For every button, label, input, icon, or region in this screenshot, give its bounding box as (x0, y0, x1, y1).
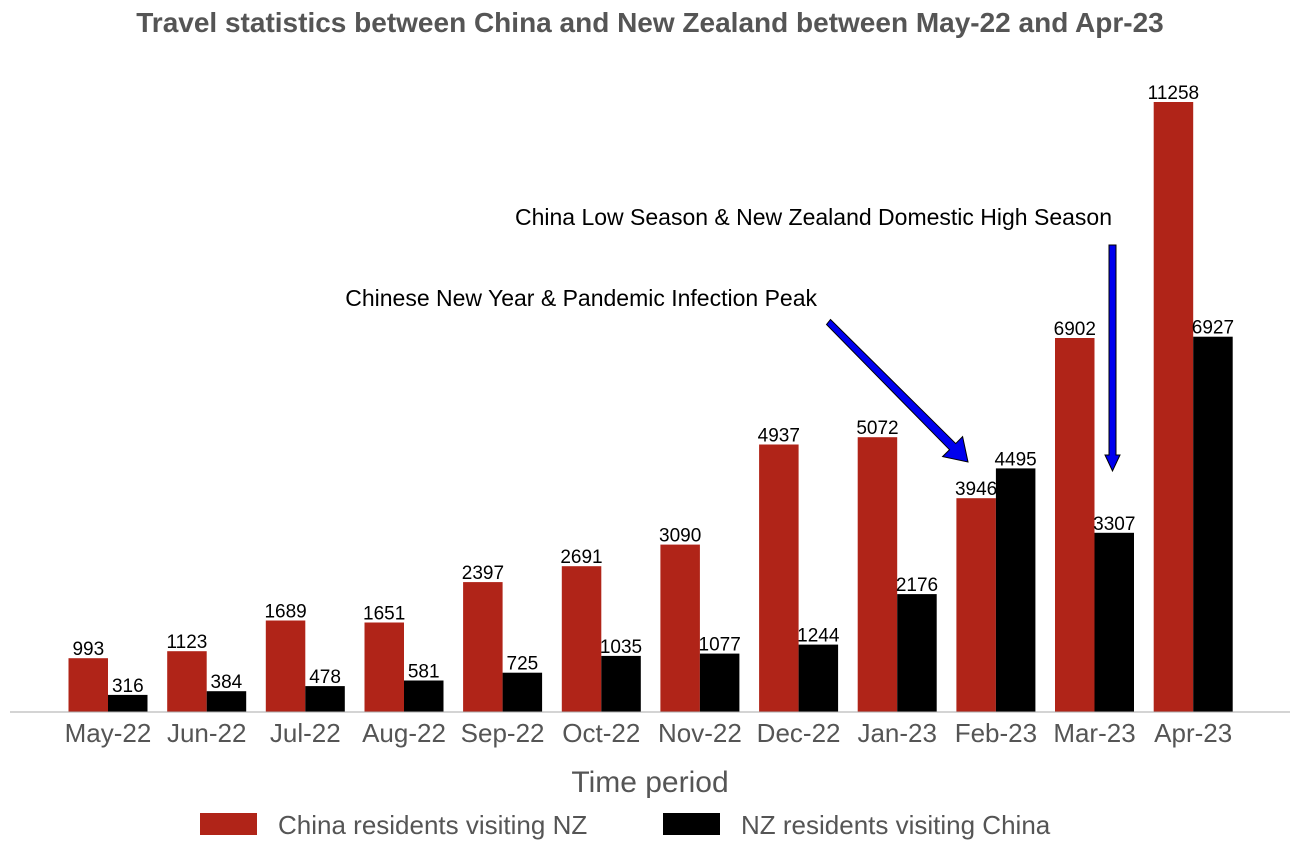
x-tick-nov-22: Nov-22 (658, 718, 742, 748)
bar-china-residents-jan-23 (857, 437, 898, 712)
annotations-group: Chinese New Year & Pandemic Infection Pe… (345, 204, 1121, 473)
bar-nz-residents-apr-23 (1193, 336, 1233, 712)
bar-china-residents-jul-22 (265, 620, 306, 712)
x-tick-aug-22: Aug-22 (362, 718, 446, 748)
x-tick-jul-22: Jul-22 (270, 718, 341, 748)
data-label-china-residents-jul-22: 1689 (264, 602, 306, 623)
x-tick-dec-22: Dec-22 (757, 718, 841, 748)
bar-nz-residents-jun-22 (206, 691, 247, 712)
x-tick-jun-22: Jun-22 (167, 718, 247, 748)
bar-nz-residents-aug-22 (404, 680, 444, 712)
data-label-nz-residents-sep-22: 725 (507, 654, 539, 675)
data-label-nz-residents-feb-23: 4495 (994, 449, 1036, 470)
bar-nz-residents-sep-22 (502, 672, 543, 712)
legend: China residents visiting NZ NZ residents… (200, 810, 1051, 840)
x-tick-jan-23: Jan-23 (857, 718, 937, 748)
legend-label-china-residents: China residents visiting NZ (278, 810, 587, 840)
data-label-china-residents-apr-23: 11258 (1148, 83, 1199, 104)
data-label-china-residents-sep-22: 2397 (462, 563, 504, 584)
bar-china-residents-oct-22 (561, 566, 602, 712)
legend-swatch-nz-residents (663, 813, 720, 835)
data-label-nz-residents-oct-22: 1035 (600, 637, 642, 658)
bar-china-residents-apr-23 (1153, 102, 1194, 712)
x-tick-mar-23: Mar-23 (1053, 718, 1135, 748)
bar-china-residents-may-22 (68, 658, 108, 712)
bar-nz-residents-nov-22 (699, 653, 740, 712)
bar-nz-residents-oct-22 (601, 655, 641, 712)
data-label-nz-residents-aug-22: 581 (408, 662, 440, 683)
bars-group (68, 102, 1233, 712)
bar-china-residents-jun-22 (167, 651, 207, 712)
annotation-low-season: China Low Season & New Zealand Domestic … (515, 204, 1112, 230)
bar-nz-residents-jul-22 (305, 686, 345, 712)
data-label-nz-residents-jun-22: 384 (211, 672, 243, 693)
legend-swatch-china-residents (200, 813, 257, 835)
bar-china-residents-dec-22 (759, 444, 799, 712)
arrow-low-season (1104, 244, 1121, 473)
bar-china-residents-mar-23 (1055, 338, 1095, 712)
bar-nz-residents-may-22 (108, 694, 148, 712)
bar-nz-residents-dec-22 (798, 644, 839, 712)
data-label-china-residents-may-22: 993 (72, 639, 104, 660)
x-tick-sep-22: Sep-22 (461, 718, 545, 748)
legend-label-nz-residents: NZ residents visiting China (741, 810, 1051, 840)
data-label-china-residents-dec-22: 4937 (758, 426, 800, 447)
x-tick-oct-22: Oct-22 (562, 718, 640, 748)
x-tick-may-22: May-22 (65, 718, 152, 748)
bar-nz-residents-jan-23 (897, 594, 937, 712)
bar-nz-residents-mar-23 (1094, 532, 1134, 712)
data-label-nz-residents-mar-23: 3307 (1093, 514, 1135, 535)
data-label-china-residents-aug-22: 1651 (363, 604, 405, 625)
data-label-nz-residents-jul-22: 478 (309, 667, 341, 688)
bar-china-residents-sep-22 (463, 582, 503, 712)
data-label-china-residents-nov-22: 3090 (659, 526, 701, 547)
bar-china-residents-nov-22 (660, 544, 700, 712)
arrow-chinese-new-year (825, 318, 969, 463)
data-label-nz-residents-nov-22: 1077 (699, 635, 741, 656)
data-label-nz-residents-dec-22: 1244 (797, 626, 840, 647)
annotation-chinese-new-year: Chinese New Year & Pandemic Infection Pe… (345, 285, 817, 311)
x-tick-feb-23: Feb-23 (955, 718, 1037, 748)
data-label-china-residents-oct-22: 2691 (560, 547, 602, 568)
bar-nz-residents-feb-23 (995, 468, 1036, 712)
data-label-china-residents-jan-23: 5072 (856, 418, 898, 439)
data-label-china-residents-mar-23: 6902 (1054, 319, 1096, 340)
data-label-nz-residents-apr-23: 6927 (1192, 318, 1234, 339)
x-tick-labels: May-22 Jun-22 Jul-22 Aug-22 Sep-22 Oct-22 Nov-… (65, 718, 1233, 748)
bar-china-residents-feb-23 (956, 498, 996, 712)
data-label-nz-residents-jan-23: 2176 (896, 575, 938, 596)
data-label-china-residents-feb-23: 3946 (955, 479, 997, 500)
data-label-nz-residents-may-22: 316 (112, 676, 144, 697)
x-tick-apr-23: Apr-23 (1154, 718, 1232, 748)
chart-title: Travel statistics between China and New … (136, 7, 1164, 38)
bar-china-residents-aug-22 (364, 622, 404, 712)
x-axis-label: Time period (571, 766, 728, 799)
data-label-china-residents-jun-22: 1123 (166, 632, 207, 653)
